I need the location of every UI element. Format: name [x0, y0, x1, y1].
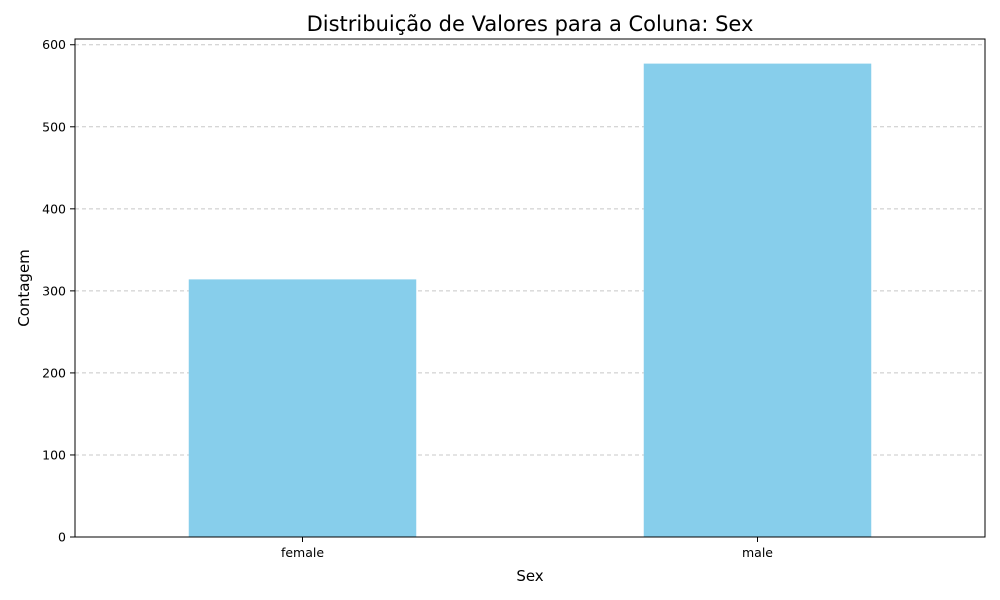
x-axis-ticks: female male [281, 537, 773, 560]
y-axis-ticks: 0 100 200 300 400 500 600 [42, 37, 75, 545]
x-tick-label-female: female [281, 545, 324, 560]
y-tick-label: 400 [42, 201, 66, 216]
y-tick-label: 600 [42, 37, 66, 52]
y-tick-label: 100 [42, 447, 66, 462]
chart-title: Distribuição de Valores para a Coluna: S… [307, 12, 754, 36]
y-tick-label: 200 [42, 365, 66, 380]
y-tick-label: 0 [58, 530, 66, 545]
plot-frame [74, 38, 986, 538]
y-tick-label: 300 [42, 283, 66, 298]
y-tick-label: 500 [42, 119, 66, 134]
bar-male [643, 63, 872, 537]
bar-female [188, 279, 417, 537]
y-axis-label: Contagem [15, 249, 33, 327]
x-axis-label: Sex [516, 567, 543, 585]
bars [188, 63, 872, 537]
x-tick-label-male: male [742, 545, 773, 560]
